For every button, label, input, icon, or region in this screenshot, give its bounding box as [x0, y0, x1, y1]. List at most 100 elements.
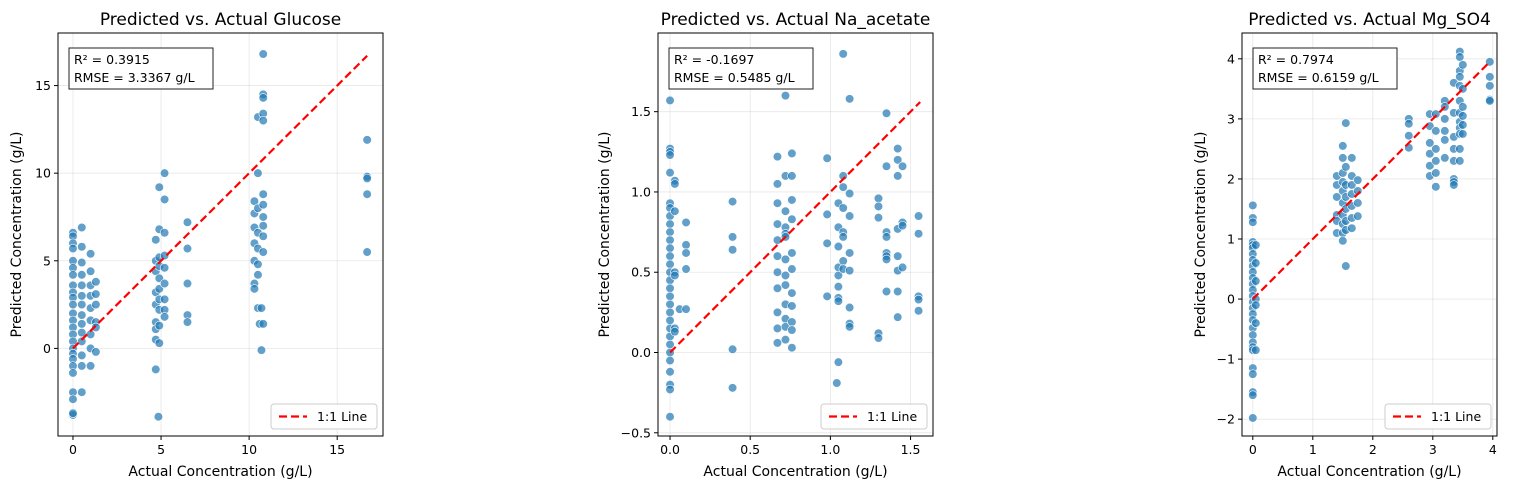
data-point [1404, 131, 1414, 141]
data-point [1353, 211, 1363, 221]
data-point [159, 194, 170, 205]
stats-box [668, 47, 814, 90]
data-point [665, 251, 675, 261]
data-point [253, 168, 263, 178]
data-point [1338, 153, 1348, 163]
data-point [845, 248, 855, 258]
legend-label: 1:1 Line [1431, 409, 1481, 424]
data-point [913, 229, 924, 239]
data-point [670, 327, 680, 337]
data-point [665, 150, 675, 160]
data-point [665, 235, 675, 245]
data-point [1353, 198, 1363, 208]
data-point [787, 301, 797, 311]
identity-line [72, 54, 368, 350]
data-point [159, 278, 170, 289]
data-point [1248, 217, 1258, 227]
data-point [159, 228, 170, 238]
data-point [873, 201, 884, 212]
y-tick-label: 0 [1227, 292, 1235, 307]
y-tick-label: 4 [1227, 51, 1235, 66]
data-point [787, 195, 797, 205]
data-point [822, 153, 832, 163]
chart-2: 0.0 0.5 1.0 1.5 −0.5 0.0 0.5 1.0 1.5 Predicted vs… [597, 10, 934, 480]
data-point [772, 338, 783, 348]
data-point [1431, 168, 1441, 178]
data-point [1347, 153, 1357, 163]
x-tick-label: 1 [1309, 442, 1317, 457]
y-tick-label: −2 [1217, 412, 1235, 427]
data-point [893, 155, 903, 165]
data-point [787, 171, 797, 181]
chart-title: Predicted vs. Actual Mg_SO4 [1248, 10, 1491, 30]
data-point [151, 364, 161, 375]
data-point [787, 317, 797, 327]
data-point [85, 266, 96, 276]
data-point [253, 259, 263, 269]
data-point [832, 378, 842, 388]
data-point [787, 248, 797, 258]
y-tick-label: 1.0 [631, 184, 651, 199]
data-point [881, 161, 892, 171]
data-point [838, 49, 848, 59]
data-point [665, 243, 675, 253]
data-point [362, 189, 372, 199]
data-point [780, 254, 791, 264]
data-point [256, 303, 267, 313]
y-tick-label: −1 [1217, 352, 1235, 367]
data-point [772, 251, 783, 261]
data-point [1431, 182, 1441, 192]
data-point [1455, 72, 1465, 82]
data-point [77, 257, 87, 268]
data-point [77, 280, 87, 290]
data-point [787, 343, 797, 353]
y-tick-label: 15 [35, 78, 51, 93]
data-point [772, 152, 783, 162]
data-point [897, 221, 908, 231]
data-point [822, 209, 832, 220]
data-point [77, 387, 87, 397]
data-point [68, 270, 78, 280]
data-point [772, 235, 783, 245]
data-point [833, 357, 843, 367]
data-point [1458, 102, 1468, 112]
data-point [1251, 276, 1261, 286]
data-point [1248, 369, 1258, 379]
chart-title: Predicted vs. Actual Na_acetate [661, 10, 931, 30]
data-point [670, 206, 680, 216]
data-point [77, 361, 87, 371]
data-point [258, 189, 268, 199]
data-point [1485, 57, 1495, 67]
data-point [77, 222, 87, 233]
data-point [822, 238, 832, 248]
data-point [772, 267, 783, 277]
data-point [77, 242, 87, 252]
data-point [1425, 149, 1435, 159]
r2-text: R² = 0.3915 [74, 52, 150, 67]
data-point [727, 232, 738, 242]
data-point [780, 270, 791, 281]
data-point [159, 168, 170, 178]
data-point [1431, 144, 1441, 154]
data-point [1458, 60, 1468, 70]
data-point [845, 188, 855, 199]
legend-box [820, 403, 928, 430]
data-point [68, 408, 78, 418]
data-point [913, 211, 924, 221]
axes-frame [1241, 32, 1498, 437]
data-point [362, 247, 372, 257]
data-point [77, 291, 87, 301]
data-point [665, 291, 675, 301]
data-point [665, 315, 675, 325]
data-point [787, 264, 797, 274]
data-point [151, 235, 161, 245]
x-tick-label: 1.5 [901, 442, 921, 457]
data-point [68, 243, 78, 254]
data-point [1332, 192, 1342, 202]
data-point [727, 245, 738, 255]
data-point [833, 282, 843, 292]
data-point [665, 283, 675, 293]
data-point [665, 227, 675, 237]
axes-frame [657, 32, 934, 437]
data-point [665, 95, 675, 106]
